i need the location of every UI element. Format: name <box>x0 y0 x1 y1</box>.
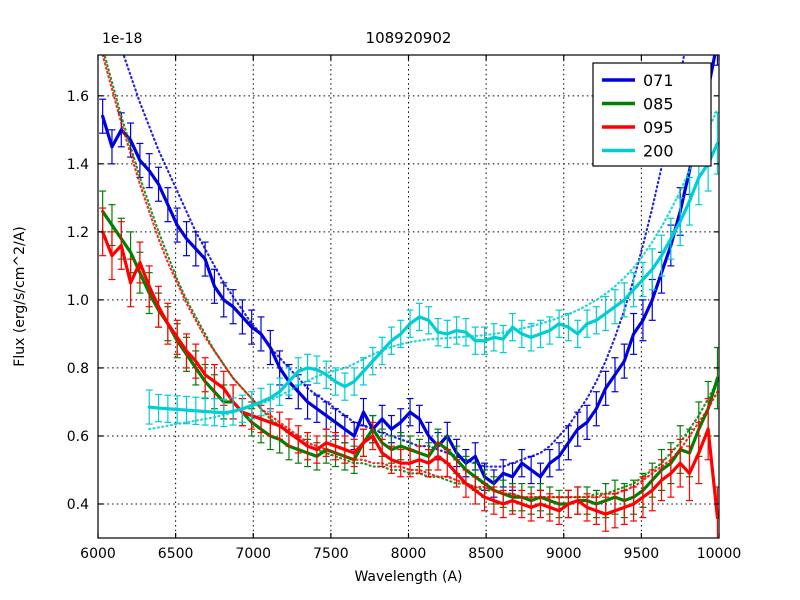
x-tick-label: 9500 <box>624 546 660 562</box>
y-tick-label: 1.0 <box>67 293 89 309</box>
page-title: 108920902 <box>366 29 452 47</box>
x-tick-label: 6000 <box>80 546 116 562</box>
x-tick-label: 7500 <box>313 546 349 562</box>
legend-label-200[interactable]: 200 <box>643 142 674 161</box>
y-tick-label: 1.6 <box>67 89 89 105</box>
y-tick-label: 0.4 <box>67 497 89 513</box>
y-axis-label: Flux (erg/s/cm^2/A) <box>12 226 28 366</box>
data-line-071 <box>101 55 717 486</box>
x-tick-label: 8500 <box>468 546 504 562</box>
x-tick-label: 7000 <box>235 546 271 562</box>
y-tick-label: 0.6 <box>67 429 89 445</box>
x-axis-label: Wavelength (A) <box>354 569 462 585</box>
y-tick-label: 1.2 <box>67 225 89 241</box>
x-tick-label: 8000 <box>391 546 427 562</box>
axis-ticks: 6000 6500 7000 7500 8000 8500 9000 9500 10000 0.4… <box>67 55 742 562</box>
x-tick-label: 9000 <box>546 546 582 562</box>
data-line-095 <box>101 230 719 520</box>
legend-label-071[interactable]: 071 <box>643 71 674 90</box>
y-tick-label: 0.8 <box>67 361 89 377</box>
legend[interactable]: 071 085 095 200 <box>592 62 712 167</box>
series-200 <box>145 108 719 431</box>
x-tick-label: 10000 <box>697 546 742 562</box>
data-line-200 <box>147 141 719 415</box>
data-series-layer <box>99 55 719 538</box>
y-axis-offset-label: 1e-18 <box>102 31 142 47</box>
y-tick-label: 1.4 <box>67 157 89 173</box>
legend-label-085[interactable]: 085 <box>643 95 674 114</box>
x-tick-label: 6500 <box>158 546 194 562</box>
legend-label-095[interactable]: 095 <box>643 118 674 137</box>
